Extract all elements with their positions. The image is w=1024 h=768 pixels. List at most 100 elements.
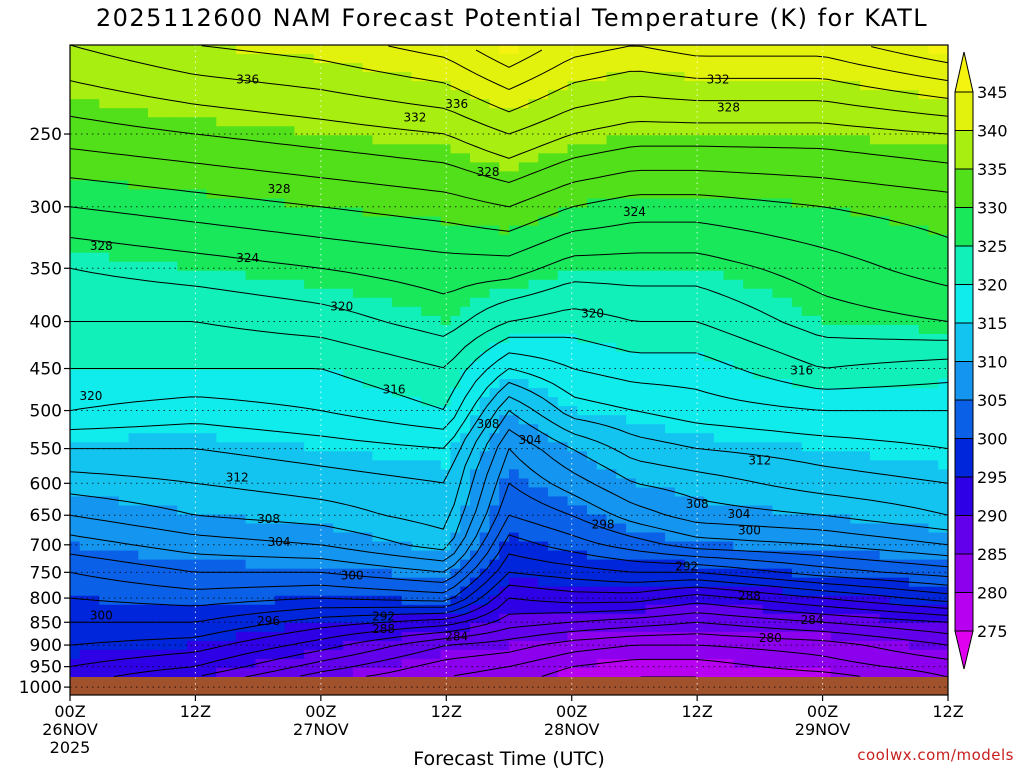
theta-cell	[206, 595, 217, 606]
theta-cell	[635, 631, 647, 642]
theta-cell	[372, 586, 383, 597]
theta-cell	[645, 153, 656, 163]
theta-cell	[148, 279, 159, 290]
theta-cell	[421, 550, 432, 561]
theta-cell	[89, 297, 100, 308]
theta-cell	[157, 568, 169, 579]
theta-cell	[284, 451, 295, 461]
theta-cell	[587, 442, 598, 452]
theta-cell	[333, 261, 344, 272]
theta-cell	[440, 496, 452, 507]
theta-cell	[694, 117, 705, 127]
theta-cell	[616, 415, 627, 425]
theta-cell	[469, 198, 481, 209]
theta-cell	[391, 451, 403, 461]
theta-cell	[733, 243, 744, 254]
theta-cell	[157, 189, 169, 200]
theta-cell	[245, 54, 256, 64]
theta-cell	[665, 234, 676, 245]
theta-cell	[645, 433, 656, 443]
theta-cell	[196, 81, 208, 91]
theta-cell	[645, 640, 656, 651]
theta-cell	[635, 225, 647, 236]
theta-cell	[694, 406, 705, 416]
theta-cell	[391, 586, 403, 597]
theta-cell	[557, 171, 569, 182]
theta-cell	[333, 198, 344, 209]
theta-cell	[352, 162, 364, 172]
theta-cell	[626, 460, 637, 470]
theta-cell	[235, 225, 247, 236]
theta-cell	[752, 72, 764, 82]
theta-cell	[626, 415, 637, 425]
theta-cell	[177, 415, 188, 425]
theta-cell	[255, 279, 266, 290]
theta-cell	[255, 207, 266, 218]
theta-cell	[665, 469, 676, 479]
theta-cell	[665, 324, 676, 335]
theta-cell	[674, 288, 686, 299]
theta-cell	[187, 288, 198, 299]
theta-cell	[89, 207, 100, 218]
theta-cell	[89, 649, 100, 660]
theta-cell	[723, 442, 734, 452]
theta-cell	[479, 586, 491, 597]
theta-cell	[206, 225, 217, 236]
theta-cell	[645, 90, 656, 100]
theta-cell	[294, 631, 305, 642]
theta-cell	[226, 406, 237, 416]
theta-cell	[635, 279, 647, 290]
theta-cell	[265, 198, 276, 209]
theta-cell	[577, 514, 588, 525]
theta-cell	[70, 324, 81, 335]
theta-cell	[216, 586, 227, 597]
theta-cell	[138, 189, 149, 200]
theta-cell	[499, 622, 510, 633]
theta-cell	[313, 667, 325, 678]
theta-cell	[304, 342, 315, 353]
theta-cell	[226, 90, 237, 100]
theta-cell	[752, 288, 764, 299]
theta-cell	[674, 297, 686, 308]
theta-cell	[99, 631, 110, 642]
theta-cell	[518, 658, 530, 669]
theta-cell	[245, 568, 256, 579]
theta-cell	[616, 397, 627, 407]
theta-cell	[167, 144, 178, 154]
theta-cell	[499, 135, 510, 145]
theta-cell	[382, 595, 393, 606]
theta-cell	[274, 315, 286, 326]
theta-cell	[138, 658, 149, 669]
theta-cell	[235, 135, 247, 145]
theta-cell	[313, 261, 325, 272]
theta-cell	[411, 243, 422, 254]
theta-cell	[333, 604, 344, 615]
theta-cell	[674, 478, 686, 488]
theta-cell	[577, 171, 588, 182]
theta-cell	[713, 198, 725, 209]
theta-cell	[655, 568, 666, 579]
theta-cell	[528, 198, 539, 209]
theta-cell	[99, 351, 110, 362]
theta-cell	[548, 90, 559, 100]
theta-cell	[411, 333, 422, 344]
theta-cell	[167, 288, 178, 299]
theta-cell	[313, 351, 325, 362]
theta-cell	[177, 216, 188, 227]
theta-cell	[655, 388, 666, 398]
theta-cell	[655, 54, 666, 64]
theta-cell	[694, 379, 705, 389]
theta-cell	[274, 442, 286, 452]
theta-cell	[616, 288, 627, 299]
theta-cell	[684, 180, 695, 191]
theta-cell	[157, 388, 169, 398]
theta-cell	[567, 433, 578, 443]
theta-cell	[118, 568, 130, 579]
theta-cell	[440, 460, 452, 470]
theta-cell	[206, 604, 217, 615]
theta-cell	[89, 180, 100, 191]
theta-cell	[684, 162, 695, 172]
theta-cell	[177, 270, 188, 281]
theta-cell	[138, 667, 149, 678]
theta-cell	[401, 613, 413, 624]
